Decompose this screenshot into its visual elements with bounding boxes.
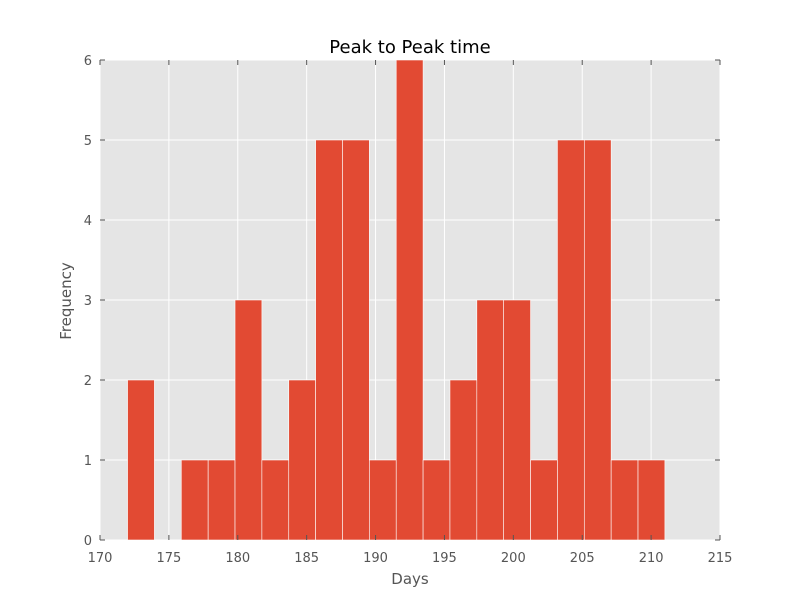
bar xyxy=(530,459,558,541)
tick-labels: 170 175 180 185 190 195 200 205 210 215 0 1 2 3 4 5 6 xyxy=(84,54,733,566)
bar xyxy=(234,299,263,541)
tick-marks xyxy=(99,59,721,541)
chart-title: Peak to Peak time xyxy=(329,37,490,58)
y-axis-label: Frequency xyxy=(57,262,75,340)
bar xyxy=(395,59,424,541)
bar xyxy=(610,459,639,541)
bar xyxy=(422,459,451,541)
x-tick-label: 185 xyxy=(294,551,319,566)
bar xyxy=(315,139,343,541)
bar xyxy=(503,299,531,541)
bar xyxy=(637,459,666,541)
x-tick-label: 215 xyxy=(708,551,733,566)
bar xyxy=(207,459,236,541)
y-tick-label: 3 xyxy=(84,294,92,309)
bar xyxy=(127,379,155,541)
x-tick-label: 180 xyxy=(225,551,250,566)
x-tick-label: 195 xyxy=(432,551,457,566)
y-tick-label: 6 xyxy=(84,54,92,69)
y-tick-label: 4 xyxy=(84,214,92,229)
y-tick-label: 5 xyxy=(84,134,92,149)
x-tick-label: 175 xyxy=(156,551,181,566)
bar xyxy=(557,139,585,541)
bar xyxy=(449,379,478,541)
y-tick-label: 0 xyxy=(84,534,92,549)
y-tick-label: 2 xyxy=(84,374,92,389)
bar xyxy=(288,379,316,541)
bar xyxy=(369,459,397,541)
x-tick-label: 205 xyxy=(570,551,595,566)
x-tick-label: 170 xyxy=(88,551,113,566)
bar xyxy=(180,459,209,541)
bar xyxy=(261,459,290,541)
bars xyxy=(127,59,666,541)
x-tick-label: 200 xyxy=(501,551,526,566)
x-tick-label: 190 xyxy=(363,551,388,566)
x-tick-label: 210 xyxy=(639,551,664,566)
bar xyxy=(476,299,504,541)
y-tick-label: 1 xyxy=(84,454,92,469)
x-axis-label: Days xyxy=(391,570,429,588)
bar xyxy=(583,139,612,541)
bar xyxy=(342,139,370,541)
